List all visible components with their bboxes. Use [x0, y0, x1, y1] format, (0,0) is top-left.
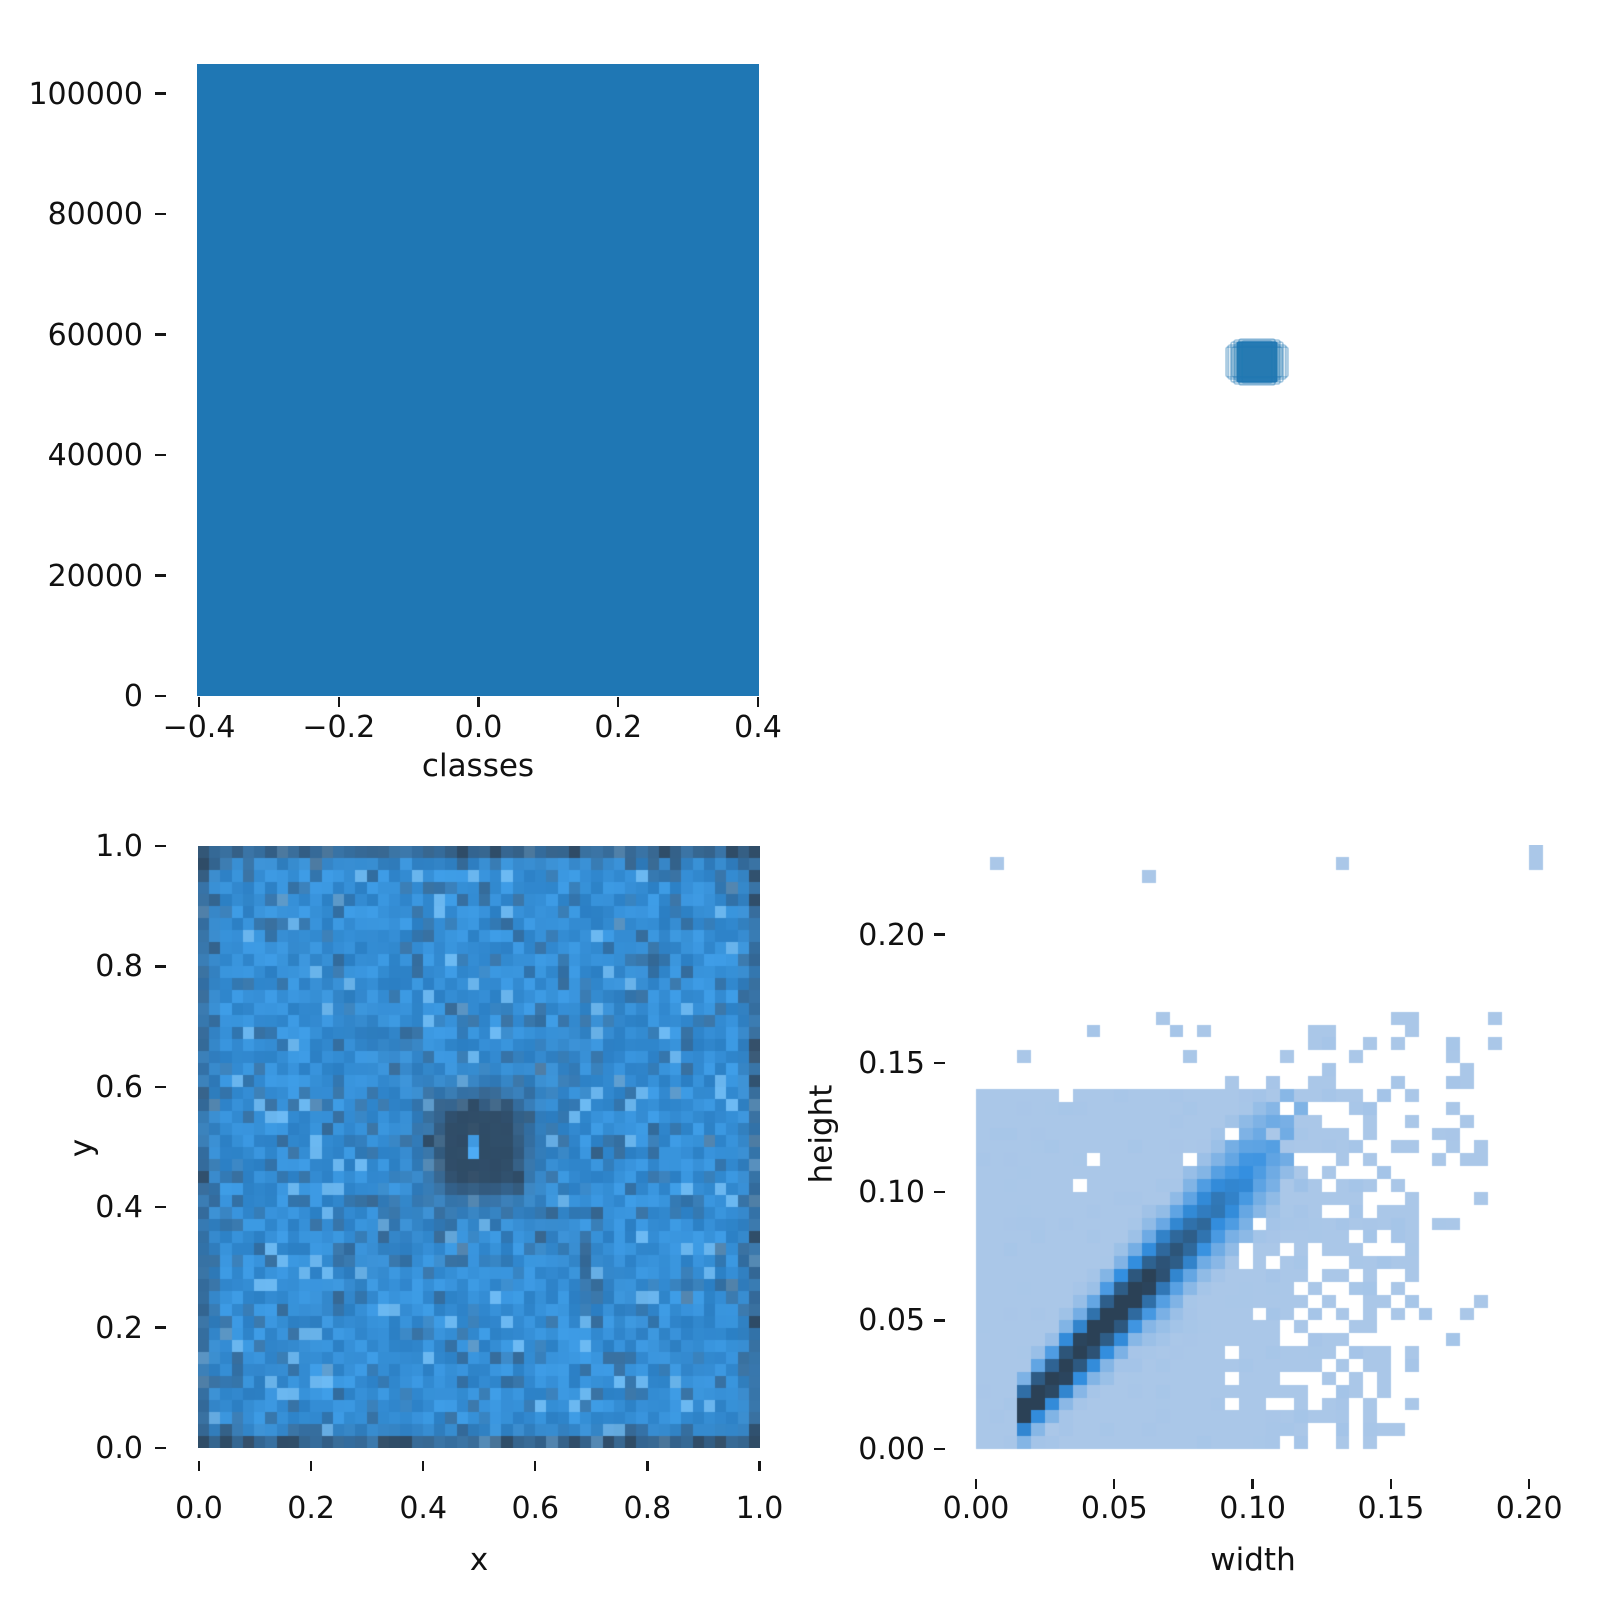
- x-tick-mark: [1113, 1479, 1116, 1489]
- x-tick-label: 0.05: [1080, 1491, 1148, 1526]
- y-tick-label: 1.0: [95, 829, 143, 864]
- x-tick-mark: [534, 1461, 537, 1471]
- bbox-rect: [1241, 340, 1273, 384]
- y-tick-label: 0.0: [95, 1431, 143, 1466]
- y-tick-label: 100000: [28, 76, 143, 112]
- y-tick-label: 0.6: [95, 1069, 143, 1105]
- x-tick-label: 0.2: [594, 710, 643, 745]
- bbox-overlay-graphic: [1225, 338, 1289, 386]
- y-tick-label: 0: [123, 679, 143, 714]
- xy-x-axis-label: x: [469, 1542, 489, 1578]
- y-tick-label: 0.8: [95, 949, 143, 985]
- bbox-rect: [1238, 338, 1276, 386]
- y-tick-label: 0.15: [858, 1046, 925, 1082]
- x-tick-label: 0.4: [734, 710, 782, 745]
- classes-bar: [197, 64, 759, 696]
- x-tick-label: 1.0: [735, 1491, 784, 1526]
- y-tick-mark: [155, 333, 166, 336]
- x-tick-label: 0.4: [399, 1491, 448, 1526]
- x-tick-mark: [477, 697, 480, 707]
- x-tick-mark: [974, 1479, 978, 1489]
- bbox-rect: [1236, 341, 1278, 383]
- y-tick-mark: [934, 1319, 945, 1322]
- bbox-rect: [1225, 346, 1289, 378]
- y-tick-mark: [155, 1085, 166, 1088]
- x-tick-mark: [758, 1461, 761, 1471]
- bbox-rect: [1231, 346, 1283, 378]
- x-tick-mark: [309, 1461, 313, 1471]
- y-tick-mark: [155, 574, 166, 577]
- x-tick-label: 0.00: [942, 1491, 1010, 1526]
- x-tick-mark: [1389, 1479, 1393, 1489]
- xy-heatmap-canvas: [198, 846, 760, 1448]
- y-tick-label: 20000: [47, 558, 143, 594]
- classes-x-axis-label: classes: [421, 748, 535, 784]
- x-tick-label: 0.20: [1495, 1491, 1563, 1526]
- y-tick-label: 40000: [47, 438, 143, 473]
- y-tick-mark: [155, 212, 166, 216]
- x-tick-label: 0.6: [511, 1491, 560, 1526]
- y-tick-mark: [155, 1446, 166, 1450]
- x-tick-label: 0.0: [175, 1491, 223, 1526]
- x-tick-mark: [1528, 1479, 1531, 1489]
- y-tick-mark: [155, 453, 166, 457]
- y-tick-mark: [155, 965, 166, 968]
- x-tick-label: 0.10: [1219, 1491, 1286, 1526]
- x-tick-mark: [756, 697, 760, 707]
- x-tick-label: −0.2: [302, 710, 376, 745]
- y-tick-label: 0.10: [858, 1174, 925, 1210]
- x-tick-label: 0.8: [623, 1491, 672, 1526]
- x-tick-mark: [646, 1461, 649, 1471]
- xy-y-axis-label: y: [63, 1138, 100, 1158]
- wh-y-axis-label: height: [803, 1084, 840, 1184]
- y-tick-mark: [155, 1326, 166, 1329]
- y-tick-label: 80000: [47, 197, 143, 232]
- x-tick-mark: [337, 697, 340, 707]
- bbox-rect: [1227, 344, 1287, 380]
- x-tick-label: 0.2: [287, 1491, 335, 1526]
- wh-heatmap-canvas: [962, 845, 1560, 1452]
- x-tick-label: −0.4: [162, 710, 236, 745]
- x-tick-label: 0.0: [454, 710, 503, 745]
- bbox-rect: [1230, 341, 1284, 383]
- y-tick-mark: [155, 1206, 166, 1209]
- x-tick-label: 0.15: [1357, 1491, 1425, 1526]
- bbox-rect: [1234, 342, 1280, 382]
- y-tick-mark: [934, 1190, 945, 1193]
- x-tick-mark: [422, 1461, 425, 1471]
- y-tick-label: 60000: [47, 317, 143, 353]
- y-tick-mark: [934, 1062, 945, 1065]
- bbox-rect: [1233, 339, 1281, 385]
- x-tick-mark: [197, 1461, 201, 1471]
- y-tick-label: 0.2: [95, 1310, 143, 1346]
- y-tick-mark: [934, 933, 945, 936]
- y-tick-mark: [155, 694, 166, 698]
- y-tick-mark: [155, 92, 166, 95]
- x-tick-mark: [617, 697, 620, 707]
- y-tick-mark: [934, 1447, 945, 1451]
- x-tick-mark: [197, 697, 201, 707]
- y-tick-mark: [155, 844, 166, 848]
- y-tick-label: 0.00: [858, 1432, 925, 1467]
- y-tick-label: 0.20: [858, 917, 925, 953]
- wh-x-axis-label: width: [1210, 1542, 1296, 1578]
- y-tick-label: 0.05: [858, 1303, 925, 1339]
- x-tick-mark: [1251, 1479, 1254, 1489]
- y-tick-label: 0.4: [95, 1190, 143, 1226]
